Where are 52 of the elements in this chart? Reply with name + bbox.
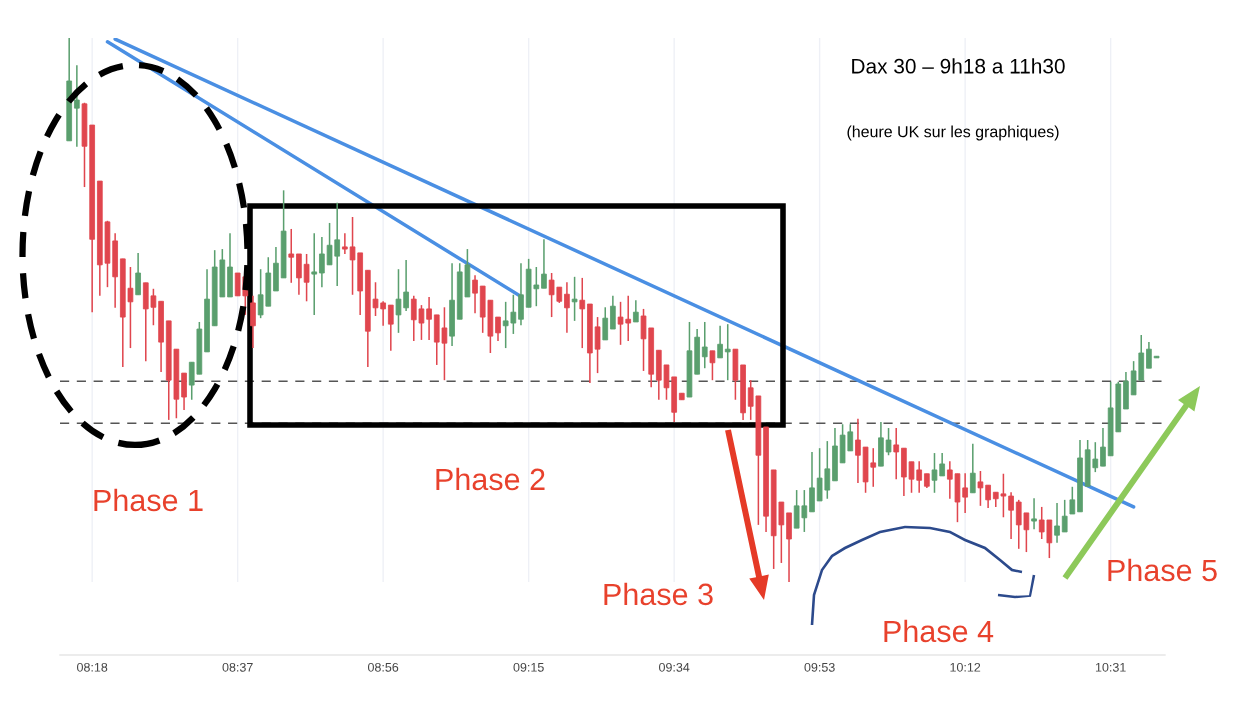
candlestick: [717, 325, 723, 359]
text: Dax 30 – 9h18 a 11h30: [852, 58, 1065, 74]
candlestick: [288, 228, 295, 284]
candlestick: [541, 238, 547, 290]
candlestick: [977, 470, 984, 507]
candlestick: [296, 253, 302, 296]
candlestick: [1100, 427, 1106, 467]
candlestick: [303, 253, 310, 303]
candlestick: [701, 321, 708, 369]
candlestick: [1008, 491, 1014, 540]
candlestick: [387, 304, 394, 352]
candlestick: [564, 281, 570, 334]
x-tick-label: 08:56: [367, 662, 399, 672]
candlestick: [181, 372, 187, 411]
candlestick: [1146, 341, 1152, 369]
x-tick-label: 10:31: [1095, 662, 1126, 672]
candlestick: [610, 295, 616, 330]
candlestick: [969, 443, 976, 494]
x-tick-label: 09:53: [804, 662, 835, 672]
text: (heure UK sur les graphiques): [847, 125, 1059, 141]
candlestick: [74, 64, 80, 148]
candlestick: [495, 316, 501, 342]
candlestick: [724, 323, 731, 381]
candlestick: [579, 277, 586, 349]
candlestick: [985, 484, 991, 509]
candlestick: [709, 350, 716, 381]
candlestick: [633, 299, 639, 323]
x-tick-label: 08:18: [77, 662, 108, 672]
x-tick-label: 09:34: [659, 662, 690, 672]
x-tick-label: 08:37: [222, 662, 253, 672]
candlestick: [472, 274, 478, 315]
candlestick: [319, 236, 325, 288]
candlestick: [135, 252, 141, 296]
candlestick: [594, 316, 601, 374]
candlestick: [893, 427, 900, 480]
candlestick: [311, 232, 318, 316]
candlestick: [1054, 502, 1060, 544]
x-tick-label: 10:12: [950, 662, 981, 672]
candlestick: [571, 276, 578, 322]
text: Phase 4: [884, 619, 994, 643]
candlestick: [250, 295, 256, 349]
candlestick: [809, 451, 815, 513]
annotation: Phase 1: [94, 488, 203, 512]
annotation: Phase 2: [436, 467, 545, 491]
text: Phase 3: [604, 582, 713, 606]
candlestick: [1031, 497, 1037, 530]
candlestick: [1069, 486, 1076, 515]
x-tick-label: 09:15: [513, 662, 544, 672]
candlestick: [855, 418, 861, 484]
annotation: Phase 5: [1108, 558, 1217, 582]
candlestick: [1061, 499, 1068, 533]
candlestick: [602, 306, 609, 341]
